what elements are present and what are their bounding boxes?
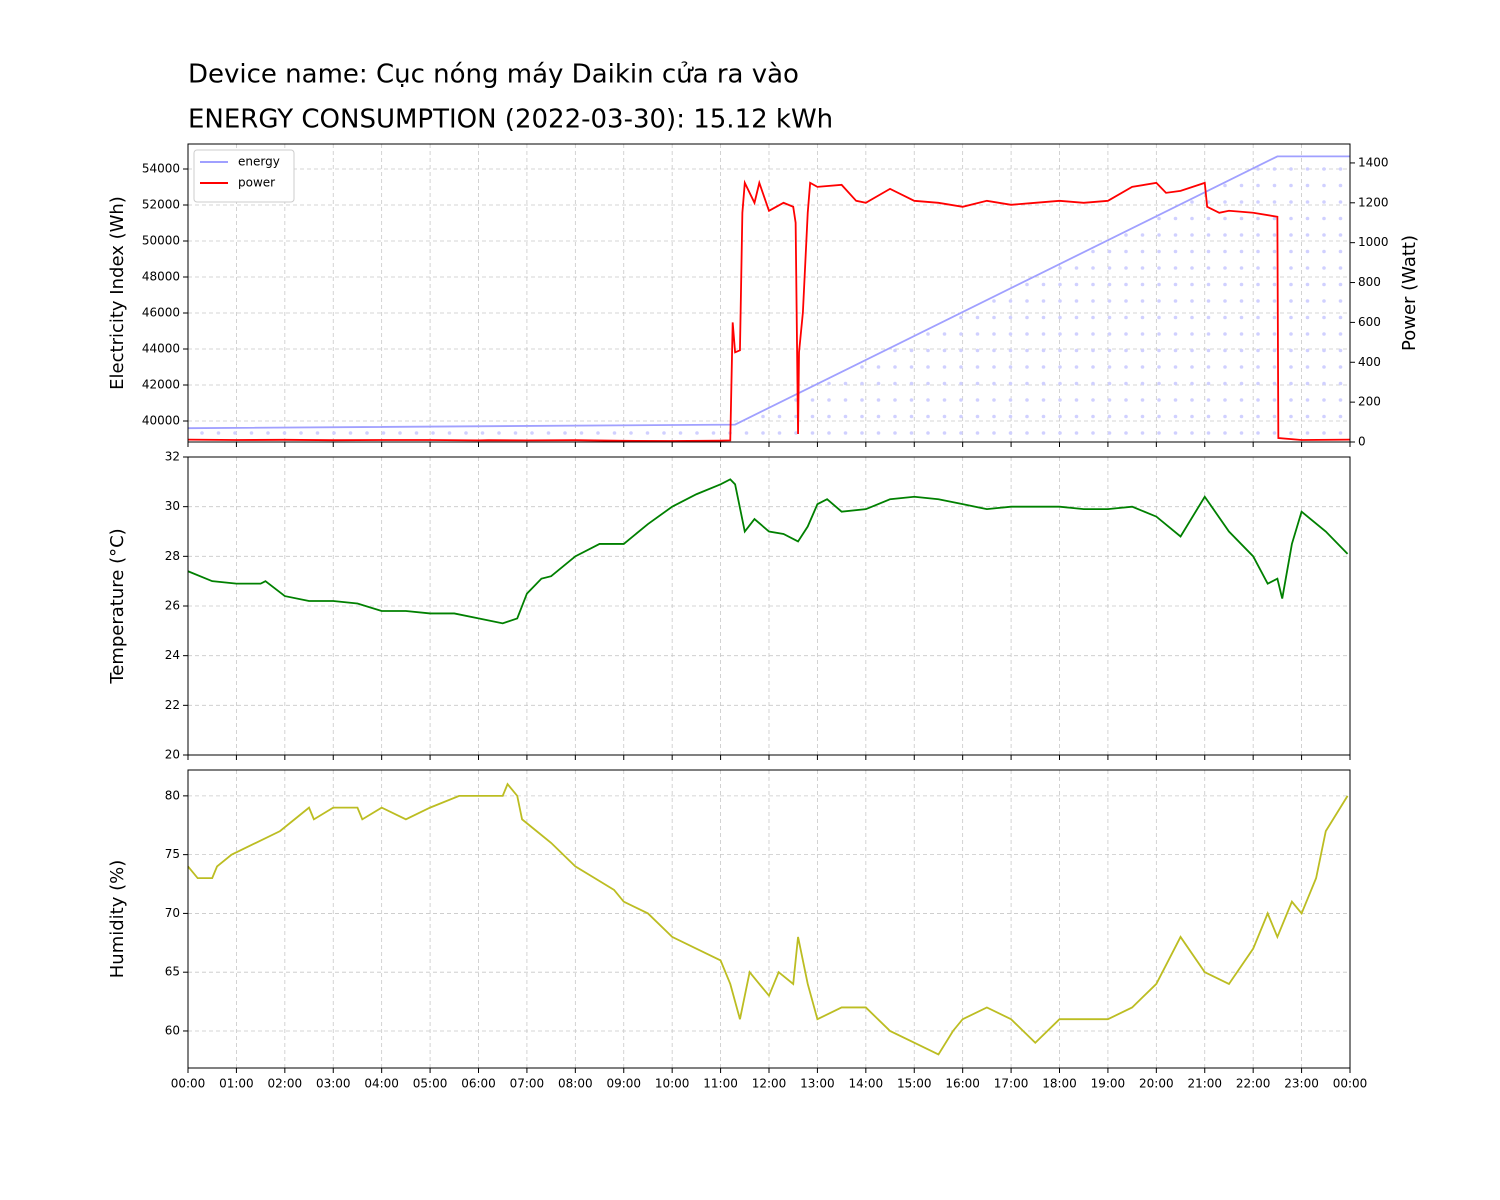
x-tick-label: 13:00 (800, 1077, 835, 1091)
y-tick-label: 48000 (142, 269, 180, 283)
y-tick-label: 42000 (142, 377, 180, 391)
chart-subtitle: ENERGY CONSUMPTION (2022-03-30): 15.12 k… (188, 105, 833, 135)
x-tick-label: 02:00 (268, 1077, 303, 1091)
x-tick-label: 21:00 (1187, 1077, 1222, 1091)
plot-frame (187, 143, 1351, 443)
y-tick-label: 65 (165, 965, 180, 979)
y-tick-label: 40000 (142, 413, 180, 427)
y-tick-label: 80 (165, 788, 180, 802)
x-tick-label: 22:00 (1236, 1077, 1271, 1091)
x-tick-label: 04:00 (364, 1077, 399, 1091)
y-axis-label: Electricity Index (Wh) (107, 196, 128, 390)
x-tick-label: 23:00 (1284, 1077, 1319, 1091)
plot-frame (187, 456, 1351, 756)
x-tick-label: 12:00 (752, 1077, 787, 1091)
y-tick-label: 44000 (142, 341, 180, 355)
series-line (187, 179, 1351, 442)
x-tick-label: 19:00 (1091, 1077, 1126, 1091)
x-tick-label: 06:00 (461, 1077, 496, 1091)
series-line (187, 782, 1349, 1056)
y-tick-label: 26 (165, 599, 180, 613)
y-axis-label: Temperature (°C) (107, 528, 128, 684)
x-tick-label: 07:00 (510, 1077, 545, 1091)
y-tick-label: 50000 (142, 233, 180, 247)
x-tick-label: 15:00 (897, 1077, 932, 1091)
y2-tick-label: 0 (1358, 435, 1366, 449)
y2-tick-label: 1200 (1358, 195, 1389, 209)
y-tick-label: 20 (165, 748, 180, 762)
y-tick-label: 75 (165, 847, 180, 861)
x-tick-label: 00:00 (1333, 1077, 1368, 1091)
legend-label: power (238, 176, 275, 190)
y-tick-label: 70 (165, 906, 180, 920)
series-line (187, 155, 1350, 430)
y-tick-label: 60 (165, 1023, 180, 1037)
series-line (187, 478, 1349, 625)
y2-tick-label: 1000 (1358, 235, 1389, 249)
x-tick-label: 20:00 (1139, 1077, 1174, 1091)
x-tick-label: 05:00 (413, 1077, 448, 1091)
x-tick-label: 03:00 (316, 1077, 351, 1091)
x-tick-label: 16:00 (945, 1077, 980, 1091)
legend-label: energy (238, 155, 280, 169)
plot-frame (187, 769, 1351, 1069)
y2-tick-label: 800 (1358, 275, 1381, 289)
y-tick-label: 30 (165, 499, 180, 513)
y-axis-label: Humidity (%) (107, 860, 128, 979)
x-tick-label: 00:00 (171, 1077, 206, 1091)
y2-tick-label: 200 (1358, 395, 1381, 409)
y2-axis-label: Power (Watt) (1399, 235, 1420, 351)
area-hatch (188, 156, 1350, 442)
y2-tick-label: 1400 (1358, 155, 1389, 169)
y-tick-label: 46000 (142, 305, 180, 319)
chart-title: Device name: Cục nóng máy Daikin cửa ra … (188, 60, 799, 90)
x-tick-label: 10:00 (655, 1077, 690, 1091)
x-tick-label: 09:00 (606, 1077, 641, 1091)
y2-tick-label: 600 (1358, 315, 1381, 329)
y-tick-label: 54000 (142, 162, 180, 176)
y-tick-label: 24 (165, 648, 180, 662)
x-tick-label: 11:00 (703, 1077, 738, 1091)
x-tick-label: 18:00 (1042, 1077, 1077, 1091)
x-tick-label: 01:00 (219, 1077, 254, 1091)
y-tick-label: 52000 (142, 198, 180, 212)
y2-tick-label: 400 (1358, 355, 1381, 369)
x-tick-label: 08:00 (558, 1077, 593, 1091)
y-tick-label: 22 (165, 698, 180, 712)
y-tick-label: 32 (165, 450, 180, 464)
y-tick-label: 28 (165, 549, 180, 563)
x-tick-label: 14:00 (849, 1077, 884, 1091)
x-tick-label: 17:00 (994, 1077, 1029, 1091)
